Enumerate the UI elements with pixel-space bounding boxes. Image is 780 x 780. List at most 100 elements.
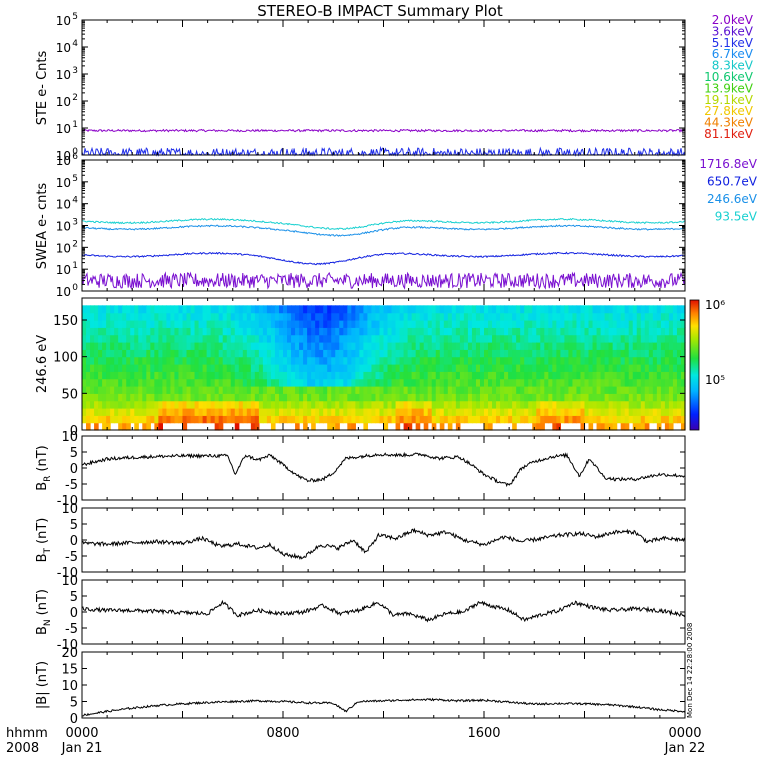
heatmap-cell (94, 305, 99, 314)
heatmap-cell (576, 415, 582, 424)
heatmap-cell (592, 356, 598, 365)
generation-timestamp: Mon Dec 14 22:28:00 2008 (686, 623, 694, 718)
heatmap-cell (496, 408, 501, 416)
heatmap-cell (174, 327, 180, 336)
heatmap-cell (443, 349, 449, 358)
heatmap-cell (668, 400, 674, 409)
heatmap-cell (142, 349, 147, 358)
heatmap-cell (162, 334, 168, 343)
heatmap-cell (387, 400, 393, 409)
heatmap-cell (423, 342, 429, 350)
heatmap-cell (540, 327, 545, 336)
swea-tick-exponent: 1 (72, 261, 78, 271)
heatmap-cell (660, 400, 666, 409)
heatmap-cell (628, 356, 634, 365)
heatmap-cell (640, 422, 646, 431)
heatmap-cell (628, 415, 634, 424)
heatmap-cell (636, 371, 642, 380)
heatmap-cell (154, 422, 159, 431)
heatmap-cell (616, 342, 622, 350)
heatmap-cell (548, 312, 553, 321)
heatmap-cell (500, 408, 505, 416)
heatmap-cell (363, 356, 369, 365)
heatmap-cell (600, 408, 606, 416)
heatmap-cell (154, 371, 159, 380)
heatmap-cell (620, 408, 626, 416)
heatmap-cell (130, 400, 135, 409)
heatmap-cell (676, 334, 682, 343)
heatmap-cell (391, 312, 397, 321)
heatmap-cell (283, 371, 288, 380)
heatmap-cell (327, 305, 332, 314)
heatmap-cell (178, 415, 184, 424)
heatmap-cell (194, 378, 200, 387)
heatmap-cell (395, 312, 401, 321)
heatmap-cell (620, 364, 626, 372)
heatmap-cell (604, 393, 610, 402)
heatmap-cell (644, 400, 650, 409)
heatmap-cell (86, 408, 91, 416)
bt-tick-label: -10 (57, 566, 78, 581)
heatmap-cell (218, 386, 224, 394)
heatmap-cell (379, 356, 385, 365)
heatmap-cell (363, 386, 369, 394)
heatmap-cell (540, 364, 545, 372)
heatmap-cell (576, 349, 582, 358)
heatmap-cell (640, 305, 646, 314)
heatmap-cell (274, 378, 280, 387)
heatmap-cell (327, 378, 332, 387)
heatmap-cell (488, 320, 493, 328)
br-series-line (81, 451, 686, 488)
heatmap-cell (640, 320, 646, 328)
br-label-unit: (nT) (35, 445, 50, 471)
heatmap-cell (162, 327, 168, 336)
heatmap-cell (459, 327, 465, 336)
heatmap-cell (126, 334, 131, 343)
heatmap-cell (612, 327, 618, 336)
heatmap-cell (391, 378, 397, 387)
heatmap-cell (552, 371, 557, 380)
heatmap-cell (423, 349, 429, 358)
heatmap-cell (676, 342, 682, 350)
heatmap-cell (600, 349, 606, 358)
heatmap-cell (576, 356, 582, 365)
heatmap-cell (632, 371, 638, 380)
heatmap-cell (580, 371, 586, 380)
heatmap-cell (628, 342, 634, 350)
heatmap-cell (283, 334, 288, 343)
heatmap-cell (122, 364, 127, 372)
heatmap-cell (110, 334, 115, 343)
heatmap-cell (596, 320, 602, 328)
heatmap-cell (548, 393, 553, 402)
heatmap-cell (230, 408, 236, 416)
heatmap-cell (632, 386, 638, 394)
heatmap-cell (246, 371, 252, 380)
heatmap-cell (222, 349, 228, 358)
heatmap-cell (423, 393, 429, 402)
ste-tick-label: 10 (56, 149, 71, 163)
heatmap-cell (548, 349, 553, 358)
heatmap-cell (250, 386, 256, 394)
pitch-tick-label: 0 (70, 424, 78, 439)
heatmap-cell (451, 349, 457, 358)
heatmap-cell (439, 312, 445, 321)
heatmap-cell (190, 320, 196, 328)
heatmap-cell (528, 334, 533, 343)
heatmap-cell (447, 386, 453, 394)
heatmap-cell (343, 378, 348, 387)
heatmap-cell (230, 305, 236, 314)
heatmap-cell (258, 312, 264, 321)
heatmap-cell (479, 312, 485, 321)
heatmap-cell (254, 422, 260, 431)
heatmap-cell (496, 400, 501, 409)
heatmap-cell (427, 320, 433, 328)
heatmap-cell (234, 349, 240, 358)
heatmap-cell (278, 408, 284, 416)
heatmap-cell (90, 371, 95, 380)
heatmap-cell (363, 378, 369, 387)
heatmap-cell (636, 305, 642, 314)
heatmap-cell (270, 356, 276, 365)
heatmap-cell (407, 378, 413, 387)
